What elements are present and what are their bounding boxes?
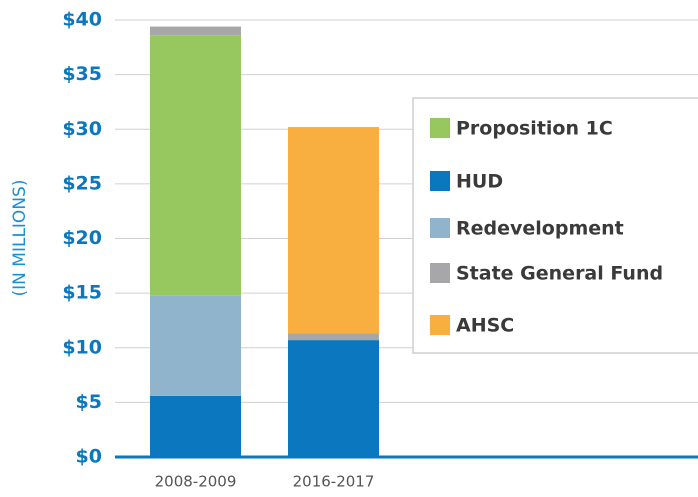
legend-box [412,97,698,354]
legend-label: HUD [456,171,503,193]
legend-label: Proposition 1C [456,118,613,140]
y-tick-label: $15 [62,282,102,304]
y-tick-label: $20 [62,227,102,249]
bar-segment [150,35,241,296]
y-tick-label: $25 [62,172,102,194]
y-axis-label: (IN MILLIONS) [10,180,30,297]
y-tick-label: $10 [62,336,102,358]
y-tick-label: $30 [62,118,102,140]
legend-swatch [430,118,450,138]
y-tick-label: $0 [76,446,102,468]
legend-label: State General Fund [456,263,663,285]
bar-segment [150,26,241,36]
legend-swatch [430,263,450,283]
x-tick-label: 2016-2017 [293,473,375,491]
bar-segment [288,127,379,334]
bar-segment [288,333,379,341]
legend-label: Redevelopment [456,218,624,240]
bar-segment [150,295,241,396]
y-tick-label: $40 [62,9,102,31]
legend-swatch [430,218,450,238]
y-tick-label: $5 [76,391,102,413]
legend-label: AHSC [456,315,514,337]
legend-swatch [430,315,450,335]
bar-segment [288,340,379,457]
legend-swatch [430,171,450,191]
x-tick-label: 2008-2009 [155,473,237,491]
y-tick-label: $35 [62,63,102,85]
bar-segment [150,395,241,457]
